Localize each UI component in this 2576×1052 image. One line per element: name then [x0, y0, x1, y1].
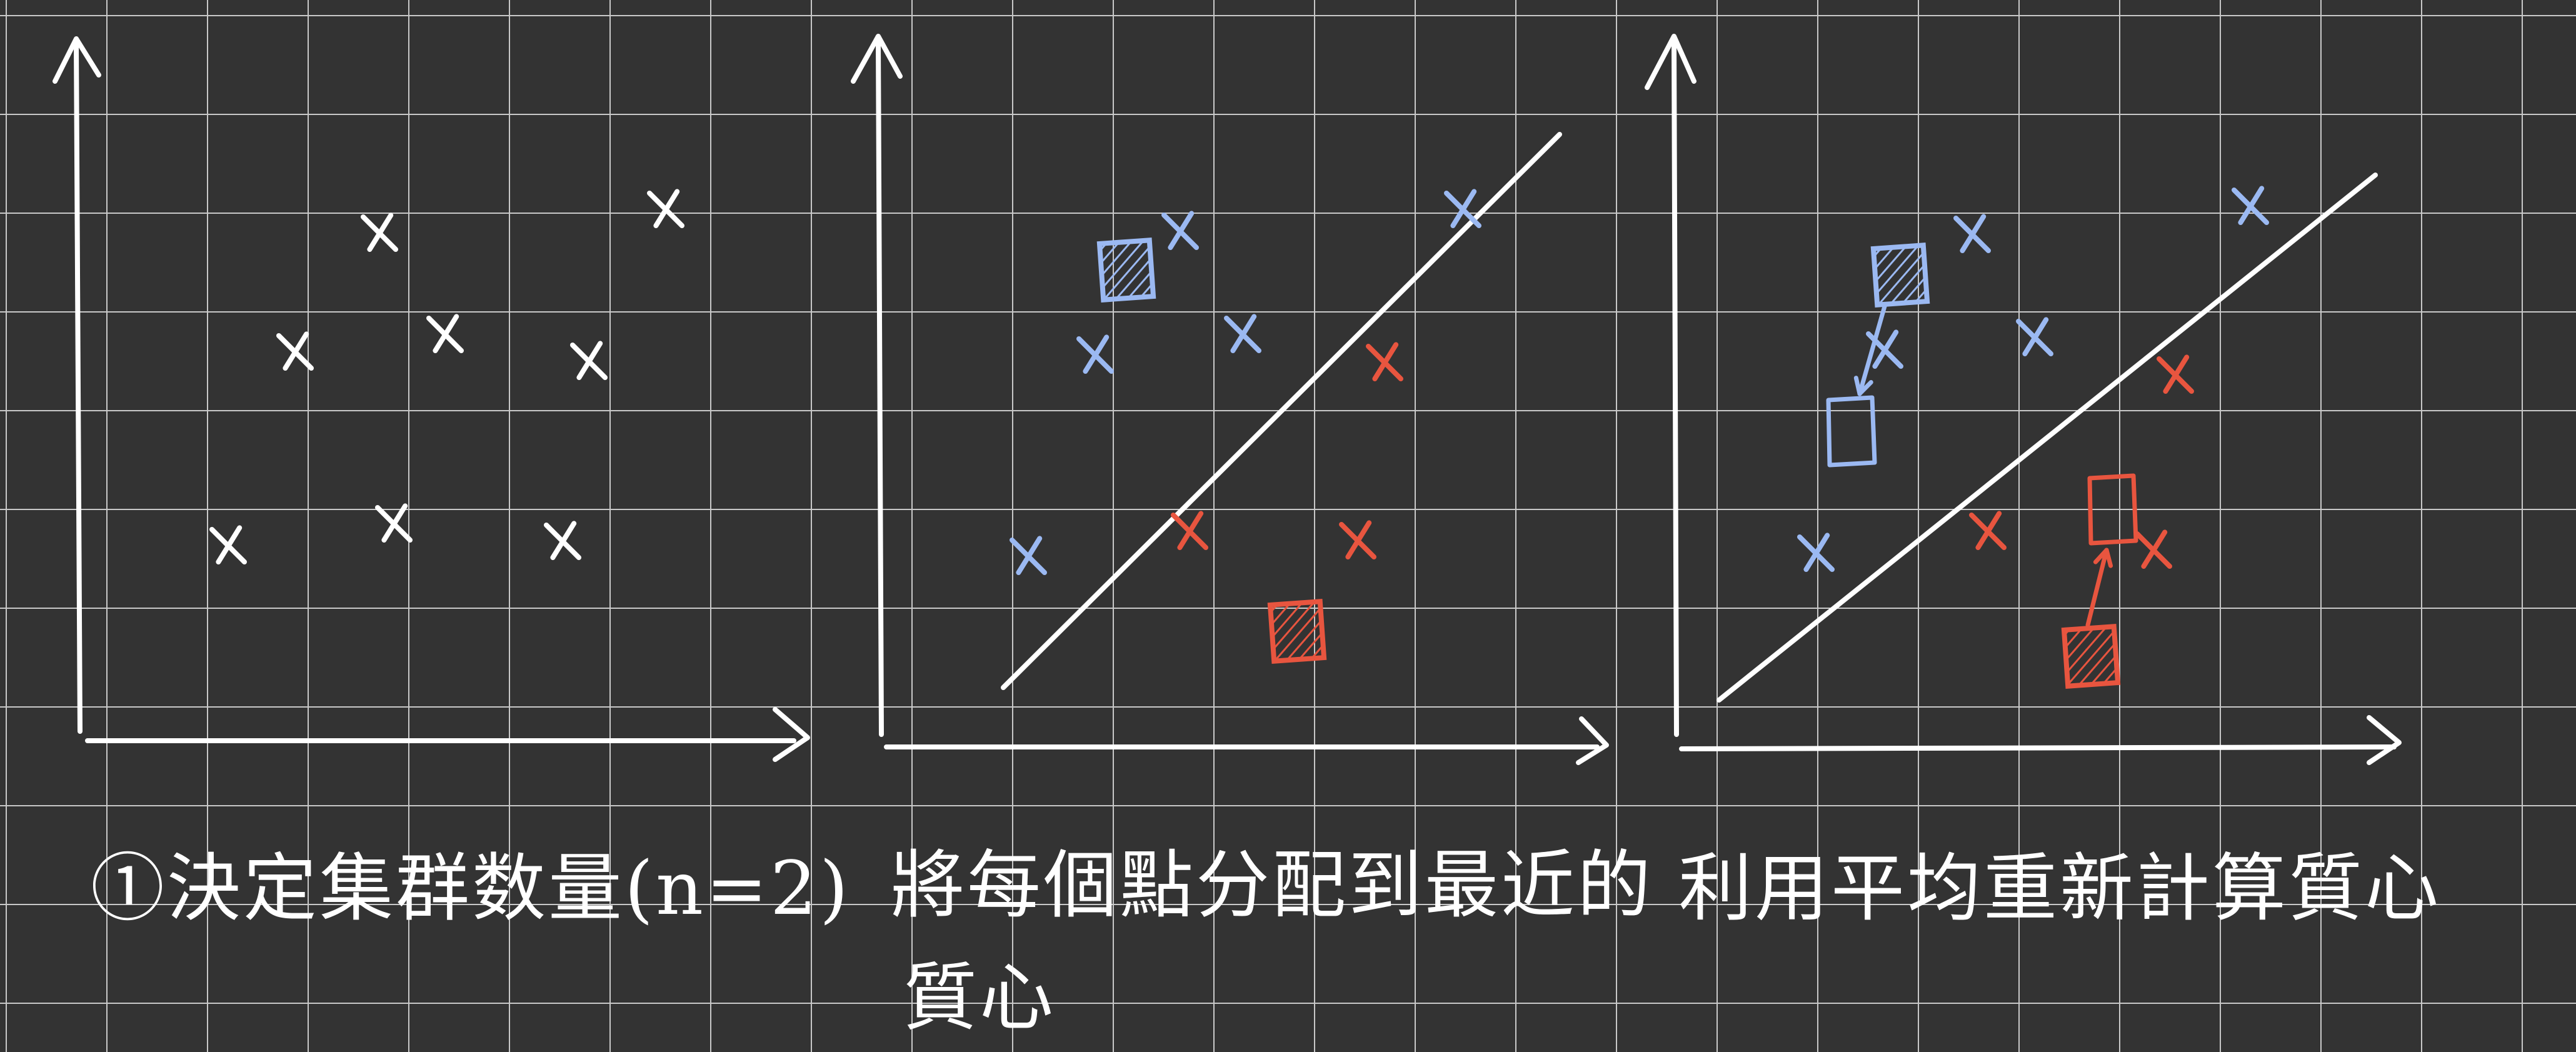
data-point-blue [1224, 314, 1261, 353]
data-point-red [1366, 342, 1403, 381]
data-point-blue [2232, 186, 2269, 225]
data-point-blue [1076, 334, 1114, 374]
panel-2-decision-boundary [1001, 132, 1562, 690]
centroid-red-new [2087, 473, 2138, 546]
panel-1-axes [53, 36, 810, 762]
panel-1 [53, 36, 810, 762]
data-point-blue [2016, 317, 2053, 356]
panel-3-points [1797, 186, 2269, 689]
panel-1-points [209, 189, 684, 564]
centroid-red [1267, 599, 1327, 664]
data-point-red [2157, 354, 2194, 394]
data-point-blue [1444, 189, 1481, 228]
centroid-blue-old [1870, 243, 1930, 308]
centroid-blue-new [1826, 395, 1877, 468]
data-point [276, 331, 314, 371]
centroid-red-move-arrow [2085, 548, 2113, 628]
panel-2-axes [851, 34, 1609, 765]
data-point-red [2135, 529, 2172, 569]
data-point-red [1339, 520, 1376, 559]
panel-3 [1645, 34, 2402, 765]
data-point-red [1969, 511, 2007, 550]
data-point [209, 525, 247, 564]
data-point-blue [1953, 214, 1991, 253]
data-point-blue [1010, 536, 1047, 575]
centroid-red-old [2061, 624, 2121, 689]
data-point [544, 521, 581, 560]
panel-2-caption: 將每個點分配到最近的 [891, 842, 1654, 928]
data-point [426, 314, 464, 353]
data-point-blue [1161, 211, 1199, 250]
panel-3-caption: 利用平均重新計算質心 [1678, 845, 2442, 931]
data-point-red [1171, 511, 1208, 550]
panel-3-decision-boundary [1716, 173, 2378, 703]
centroid-blue [1096, 238, 1156, 303]
data-point [361, 213, 398, 252]
centroid-blue-move-arrow [1853, 304, 1887, 396]
panel-3-axes [1645, 34, 2402, 765]
panel-2-points [1010, 189, 1481, 664]
panel-2 [851, 34, 1609, 765]
data-point-blue [1797, 533, 1835, 572]
data-point [570, 341, 608, 380]
data-point [375, 503, 413, 543]
panel-1-caption: ①決定集群数量(n=2) [91, 845, 851, 931]
panel-2-caption-line2: 質心 [903, 954, 1056, 1041]
data-point [647, 189, 684, 228]
